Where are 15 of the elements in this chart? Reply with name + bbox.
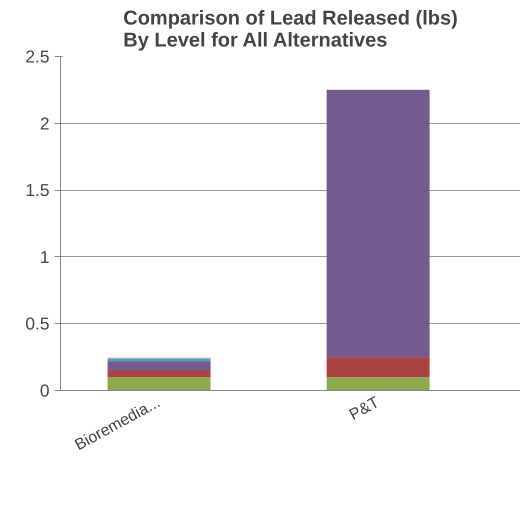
bar — [326, 377, 430, 390]
bar — [108, 370, 211, 378]
y-tick-label: 1 — [40, 246, 50, 267]
y-tick-label: 0 — [40, 380, 50, 400]
bar — [108, 358, 211, 362]
bar — [326, 90, 430, 358]
bar — [108, 361, 211, 370]
bar — [326, 357, 430, 378]
y-tick-label: 1.5 — [25, 180, 50, 200]
bar — [108, 377, 211, 390]
y-tick-label: 2 — [40, 113, 50, 134]
x-tick-label: P&T — [346, 394, 382, 424]
y-tick-label: 0.5 — [25, 314, 50, 334]
y-tick-label: 2.5 — [25, 46, 50, 66]
chart-title: Comparison of Lead Released (lbs) By Level for All Alternatives — [123, 8, 458, 52]
